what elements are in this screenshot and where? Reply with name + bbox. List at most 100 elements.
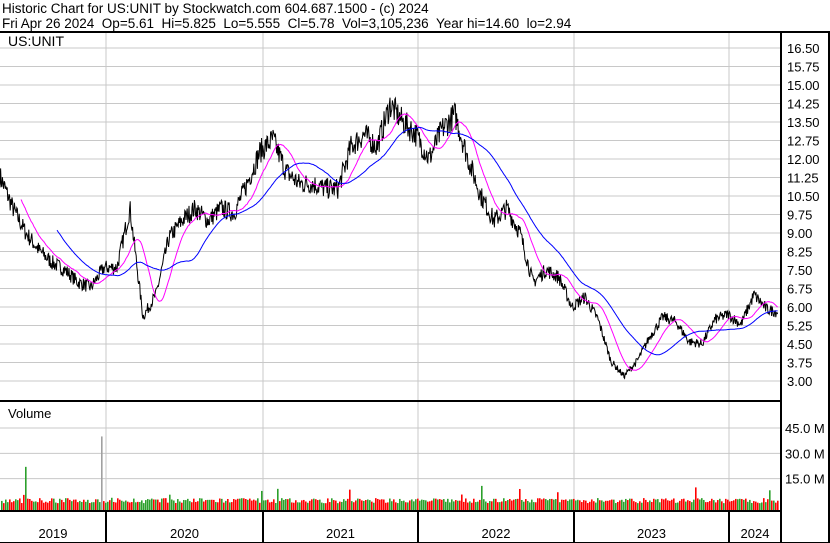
quote-summary: Fri Apr 26 2024 Op=5.61 Hi=5.825 Lo=5.55… — [2, 16, 572, 31]
volume-bar — [459, 500, 461, 510]
volume-bar — [203, 501, 205, 510]
volume-bar — [191, 502, 193, 510]
volume-bar — [685, 501, 687, 510]
volume-bar — [77, 502, 79, 510]
volume-bar — [333, 500, 335, 510]
volume-bar — [19, 498, 21, 510]
price-tick-label: 12.00 — [787, 152, 820, 167]
volume-bar — [507, 499, 509, 510]
volume-bar — [299, 502, 301, 510]
volume-bar — [519, 488, 521, 510]
volume-bar — [393, 499, 395, 510]
volume-bar — [517, 498, 519, 510]
price-tick-label: 9.00 — [787, 226, 812, 241]
volume-bar — [7, 502, 9, 510]
volume-bar — [375, 498, 377, 510]
volume-bar — [521, 499, 523, 510]
volume-bar — [619, 500, 621, 510]
volume-bar — [303, 499, 305, 510]
volume-bar — [757, 502, 759, 510]
price-tick-label: 6.75 — [787, 282, 812, 297]
volume-bar — [699, 499, 701, 510]
volume-bar — [185, 500, 187, 510]
volume-bar — [419, 500, 421, 510]
year-label: 2024 — [741, 526, 770, 541]
volume-bar — [423, 499, 425, 510]
volume-tick-label: 45.0 M — [785, 421, 825, 436]
volume-bar — [159, 502, 161, 510]
volume-bar — [155, 499, 157, 510]
volume-bar — [547, 500, 549, 510]
volume-bar — [43, 502, 45, 510]
volume-bar — [5, 499, 7, 510]
volume-bar — [413, 501, 415, 510]
volume-bar — [631, 498, 633, 510]
volume-bar — [471, 502, 473, 510]
volume-bar — [175, 502, 177, 510]
volume-bar — [383, 499, 385, 510]
volume-bar — [625, 498, 627, 510]
volume-bar — [123, 501, 125, 510]
price-tick-label: 14.25 — [787, 97, 820, 112]
volume-bar — [723, 503, 725, 510]
volume-bar — [107, 501, 109, 510]
volume-bar — [401, 501, 403, 510]
volume-bar — [391, 501, 393, 510]
volume-bar — [157, 499, 159, 510]
volume-bar — [129, 502, 131, 510]
volume-bar — [555, 499, 557, 510]
volume-bar — [139, 502, 141, 510]
volume-bar — [323, 503, 325, 510]
volume-bar — [673, 498, 675, 510]
volume-bar — [503, 498, 505, 510]
volume-bar — [411, 499, 413, 510]
volume-bar — [679, 500, 681, 510]
volume-bar — [777, 500, 779, 510]
volume-bar — [649, 500, 651, 510]
volume-bar — [51, 498, 53, 510]
volume-bar — [513, 499, 515, 510]
volume-bar — [321, 502, 323, 510]
volume-bar — [295, 500, 297, 510]
volume-bar — [561, 499, 563, 510]
volume-bar — [405, 502, 407, 510]
volume-bar — [257, 498, 259, 510]
volume-bar — [211, 499, 213, 510]
volume-bar — [113, 501, 115, 510]
volume-bar — [187, 498, 189, 510]
volume-bar — [613, 499, 615, 510]
volume-bar — [127, 501, 129, 510]
volume-bar — [653, 498, 655, 510]
volume-bar — [705, 502, 707, 510]
volume-bar — [421, 499, 423, 510]
volume-bar — [467, 502, 469, 510]
volume-bar — [125, 500, 127, 510]
volume-bar — [725, 498, 727, 510]
volume-bar — [709, 501, 711, 510]
volume-bar — [221, 498, 223, 510]
price-tick-label: 4.50 — [787, 337, 812, 352]
volume-bar — [161, 498, 163, 510]
volume-bar — [641, 502, 643, 510]
long-moving-average — [56, 126, 778, 356]
volume-bar — [597, 498, 599, 510]
volume-bar — [251, 500, 253, 510]
volume-bar — [263, 500, 265, 510]
volume-bar — [349, 489, 351, 510]
volume-bar — [735, 498, 737, 510]
volume-bar — [623, 501, 625, 510]
volume-bar — [443, 499, 445, 510]
volume-bar — [13, 501, 15, 510]
volume-bar — [87, 499, 89, 510]
volume-bar — [209, 499, 211, 510]
volume-bar — [141, 500, 143, 510]
volume-bar — [551, 498, 553, 510]
volume-bar — [541, 499, 543, 510]
volume-bar — [189, 501, 191, 510]
volume-bar — [579, 500, 581, 510]
volume-bar — [527, 500, 529, 510]
volume-bar — [193, 498, 195, 510]
volume-bar — [591, 499, 593, 510]
year-label: 2023 — [637, 526, 666, 541]
